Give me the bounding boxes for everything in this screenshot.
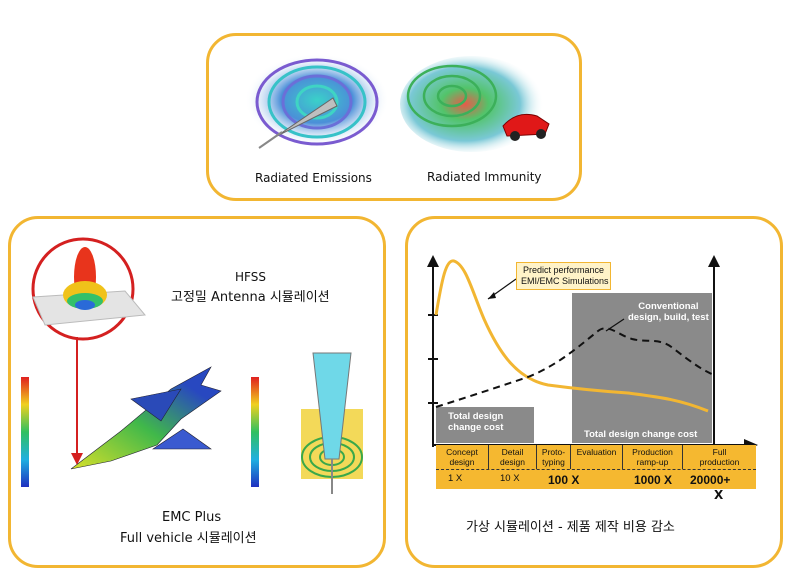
phase-cost: 10 X xyxy=(500,473,520,484)
right-axis-arrow xyxy=(708,255,720,267)
emc-subtitle: Full vehicle 시뮬레이션 xyxy=(120,531,257,546)
phase-cell: Concept design xyxy=(436,445,488,469)
phase-name: Production ramp-up xyxy=(632,447,673,467)
pointer-line xyxy=(71,337,83,465)
color-scale-right xyxy=(251,377,259,487)
conv-total-label: Total design change cost xyxy=(584,429,698,440)
emc-title: EMC Plus xyxy=(162,510,222,525)
sim-total-label: Total design change cost xyxy=(448,411,504,433)
phase-name: Evaluation xyxy=(576,447,617,457)
phase-cost: 1 X xyxy=(448,473,463,484)
conv-cost-curve xyxy=(435,327,715,408)
radiated-emissions-image xyxy=(245,54,389,149)
sim-cost-block xyxy=(436,407,534,443)
cost-caption: 가상 시뮬레이션 - 제품 제작 비용 감소 xyxy=(466,520,675,535)
hfss-subtitle: 고정밀 Antenna 시뮬레이션 xyxy=(171,290,330,305)
cost-panel: Predict performance EMI/EMC Simulations … xyxy=(405,216,783,568)
radiated-immunity-image xyxy=(400,56,550,152)
phase-cell: Production ramp-up xyxy=(622,445,682,469)
radiated-emissions-caption: Radiated Emissions xyxy=(255,171,372,185)
y-axis-arrow xyxy=(427,255,439,267)
radiated-immunity-caption: Radiated Immunity xyxy=(427,170,542,184)
fighter-jet-image xyxy=(70,366,222,470)
hfss-title: HFSS xyxy=(235,270,266,284)
phase-cost: 100 X xyxy=(548,473,580,487)
simulation-panel: HFSS 고정밀 Antenna 시뮬레이션 xyxy=(8,216,386,568)
phase-cell: Full production xyxy=(682,445,756,469)
phase-cell: Detail design xyxy=(488,445,536,469)
phase-bar xyxy=(436,445,756,489)
conv-cost-block xyxy=(572,293,712,443)
cone-antenna-image xyxy=(301,352,363,494)
phase-cell: Evaluation xyxy=(570,445,622,469)
phase-cost: 20000+ xyxy=(690,473,731,487)
phase-cell: Proto- typing xyxy=(536,445,570,469)
predict-callout: Predict performance EMI/EMC Simulations xyxy=(516,262,611,290)
phase-divider-line xyxy=(436,469,756,470)
antenna-pattern-image xyxy=(31,237,146,341)
phase-name: Detail design xyxy=(499,447,526,467)
phase-cost: 1000 X xyxy=(634,473,673,487)
phase-name: Concept design xyxy=(446,447,478,467)
phase-name: Proto- typing xyxy=(541,447,566,467)
axis-unit-x: X xyxy=(714,488,724,502)
sim-cost-curve xyxy=(434,259,709,413)
conventional-callout: Conventional design, build, test xyxy=(628,301,709,323)
phase-name: Full production xyxy=(699,447,740,467)
color-scale-left xyxy=(21,377,29,487)
conventional-pointer xyxy=(605,318,625,332)
radiation-panel: Radiated Emissions Radiated Immunity xyxy=(206,33,582,201)
